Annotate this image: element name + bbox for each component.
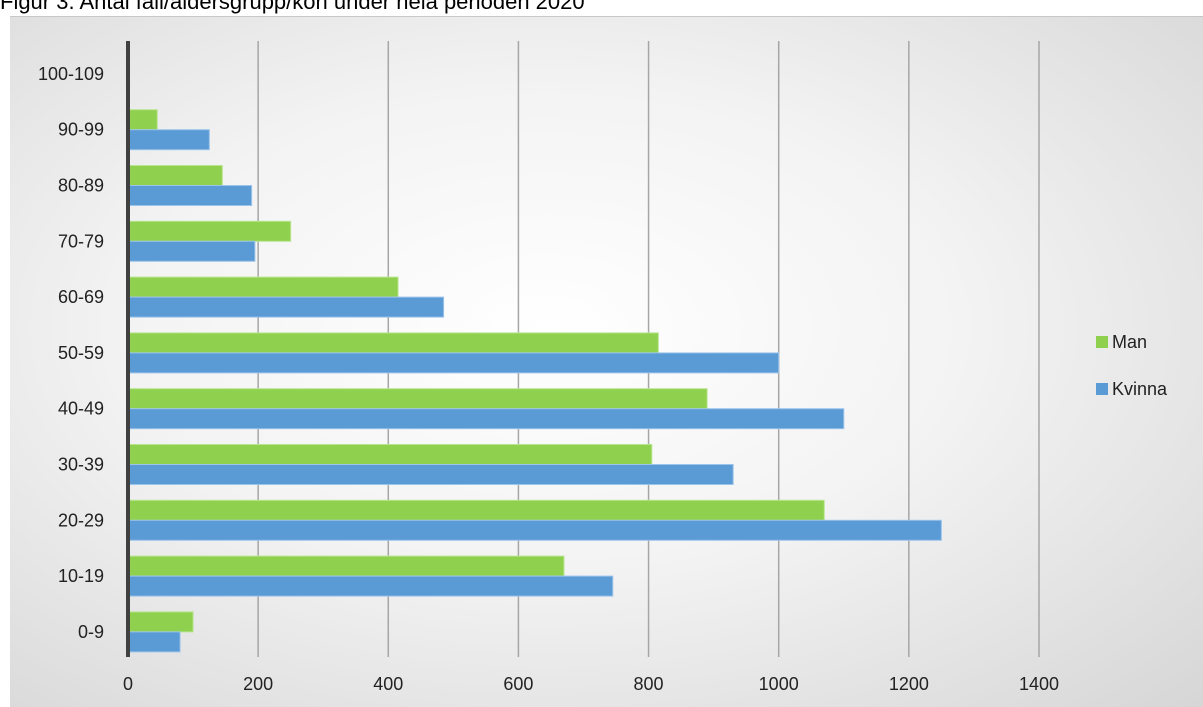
legend-label: Kvinna <box>1112 379 1168 399</box>
bar-man <box>127 444 653 465</box>
y-tick-label: 80-89 <box>58 176 104 196</box>
bar-man <box>127 220 292 242</box>
bar-man <box>127 388 708 410</box>
y-tick-label: 10-19 <box>58 566 104 586</box>
x-tick-label: 1000 <box>759 674 799 694</box>
x-tick-label: 800 <box>634 674 664 694</box>
bar-kvinna <box>127 296 445 318</box>
y-tick-label: 70-79 <box>58 231 104 251</box>
x-tick-label: 400 <box>373 674 403 694</box>
bar-kvinna <box>127 575 614 597</box>
y-tick-label: 100-109 <box>38 64 104 84</box>
x-tick-label: 200 <box>243 674 273 694</box>
bar-man <box>127 611 194 633</box>
bar-man <box>127 332 659 354</box>
x-tick-label: 0 <box>123 674 133 694</box>
y-tick-label: 50-59 <box>58 343 104 363</box>
x-tick-label: 1200 <box>889 674 929 694</box>
y-tick-label: 20-29 <box>58 510 104 530</box>
legend-swatch <box>1096 336 1108 348</box>
y-tick-label: 40-49 <box>58 399 104 419</box>
x-tick-label: 1400 <box>1019 674 1059 694</box>
legend-label: Man <box>1112 332 1147 352</box>
bar-kvinna <box>127 408 845 430</box>
chart-area: 0 200 400 600 800 1000 1200 1400 0-9 10-19 20-29 30… <box>10 16 1203 707</box>
figure-title: Figur 3. Antal fall/åldersgrupp/kön unde… <box>0 0 585 14</box>
bar-kvinna <box>127 631 181 653</box>
bar-kvinna <box>127 352 780 374</box>
y-tick-label: 0-9 <box>78 622 104 642</box>
legend-swatch <box>1096 383 1108 395</box>
bar-man <box>127 276 399 298</box>
bar-chart: 0 200 400 600 800 1000 1200 1400 0-9 10-19 20-29 30… <box>38 41 1168 694</box>
bar-man <box>127 499 825 521</box>
y-tick-label: 60-69 <box>58 287 104 307</box>
x-tick-label: 600 <box>503 674 533 694</box>
bar-kvinna <box>127 464 734 485</box>
bar-kvinna <box>127 185 253 206</box>
y-tick-label: 90-99 <box>58 120 104 140</box>
bar-man <box>127 555 565 577</box>
bar-man <box>127 165 223 186</box>
y-tick-label: 30-39 <box>58 455 104 475</box>
bar-kvinna <box>127 519 942 541</box>
bar-kvinna <box>127 129 210 151</box>
bar-kvinna <box>127 240 256 262</box>
bar-man <box>127 109 158 131</box>
